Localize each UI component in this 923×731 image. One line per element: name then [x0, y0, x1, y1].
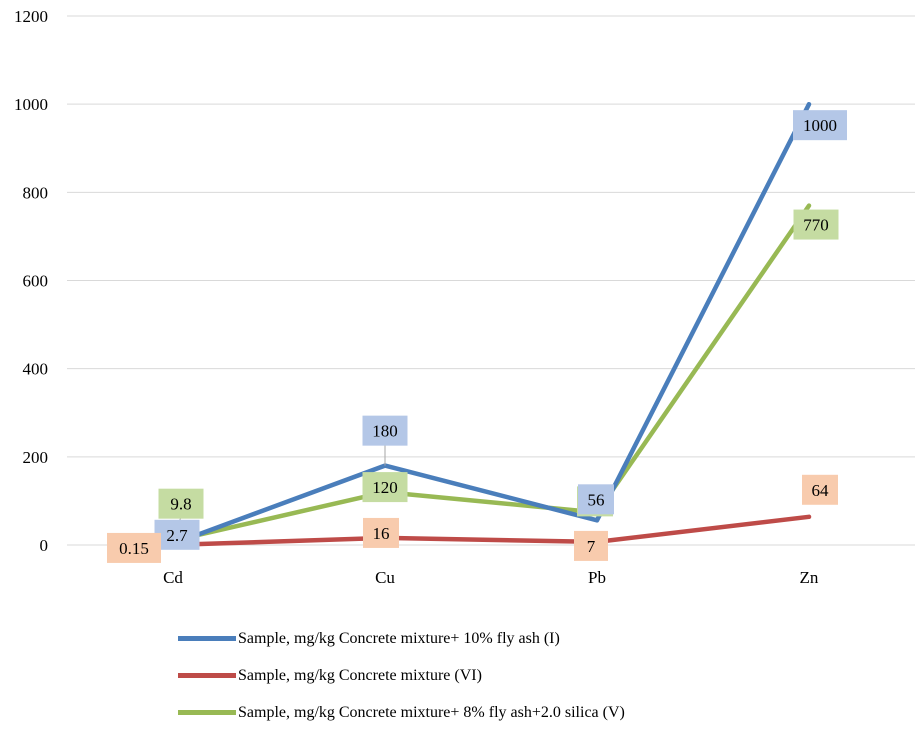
- data-label-box: [158, 488, 204, 519]
- data-label: 9.8: [170, 495, 191, 514]
- x-tick-label: Cu: [375, 568, 395, 587]
- data-label: 16: [373, 524, 390, 543]
- y-tick-label: 0: [40, 536, 49, 555]
- legend-swatch-series-2: [178, 673, 236, 678]
- series-lines: [170, 101, 812, 548]
- data-label: 770: [803, 216, 829, 235]
- y-tick-label: 800: [23, 183, 49, 202]
- data-label-box: [363, 517, 399, 548]
- data-label-box: [154, 519, 200, 550]
- x-tick-label: Pb: [588, 568, 606, 587]
- y-tick-label: 1200: [14, 7, 48, 26]
- y-tick-label: 600: [23, 272, 49, 291]
- gridlines: [67, 15, 915, 546]
- x-tick-label: Cd: [163, 568, 183, 587]
- series-line-1: [170, 101, 812, 547]
- legend-item-series-2[interactable]: Sample, mg/kg Concrete mixture (VI): [178, 657, 625, 694]
- data-label-box: [107, 532, 161, 563]
- data-label-box: [362, 472, 408, 503]
- data-label: 1000: [803, 116, 837, 135]
- data-label-box: [793, 209, 839, 240]
- legend: Sample, mg/kg Concrete mixture+ 10% fly …: [178, 620, 625, 731]
- data-label-box: [802, 474, 838, 505]
- y-tick-label: 200: [23, 448, 49, 467]
- y-tick-label: 1000: [14, 95, 48, 114]
- data-label: 56: [588, 490, 605, 509]
- label-leader-lines: [172, 443, 386, 541]
- data-label-box: [793, 110, 847, 141]
- legend-item-series-1[interactable]: Sample, mg/kg Concrete mixture+ 10% fly …: [178, 620, 625, 657]
- data-label: 180: [372, 422, 398, 441]
- y-axis: 0 200 400 600 800 1000 1200: [14, 7, 48, 555]
- series-line-3: [170, 203, 812, 543]
- data-label: 2.7: [166, 526, 188, 545]
- y-tick-label: 400: [23, 360, 49, 379]
- data-label: 120: [372, 478, 398, 497]
- x-tick-label: Zn: [800, 568, 819, 587]
- data-label: 64: [812, 481, 830, 500]
- legend-label-series-1: Sample, mg/kg Concrete mixture+ 10% fly …: [238, 629, 560, 647]
- series-line-2: [170, 514, 812, 548]
- legend-swatch-series-3: [178, 710, 236, 715]
- data-label-box: [362, 415, 408, 446]
- legend-label-series-3: Sample, mg/kg Concrete mixture+ 8% fly a…: [238, 703, 625, 721]
- legend-item-series-3[interactable]: Sample, mg/kg Concrete mixture+ 8% fly a…: [178, 694, 625, 731]
- data-label-box: [578, 484, 614, 515]
- legend-swatch-series-1: [178, 636, 236, 641]
- data-label: 0.15: [119, 539, 149, 558]
- data-label: 7: [587, 537, 596, 556]
- data-label-box: [574, 530, 608, 561]
- x-axis: Cd Cu Pb Zn: [163, 568, 819, 587]
- legend-label-series-2: Sample, mg/kg Concrete mixture (VI): [238, 666, 482, 684]
